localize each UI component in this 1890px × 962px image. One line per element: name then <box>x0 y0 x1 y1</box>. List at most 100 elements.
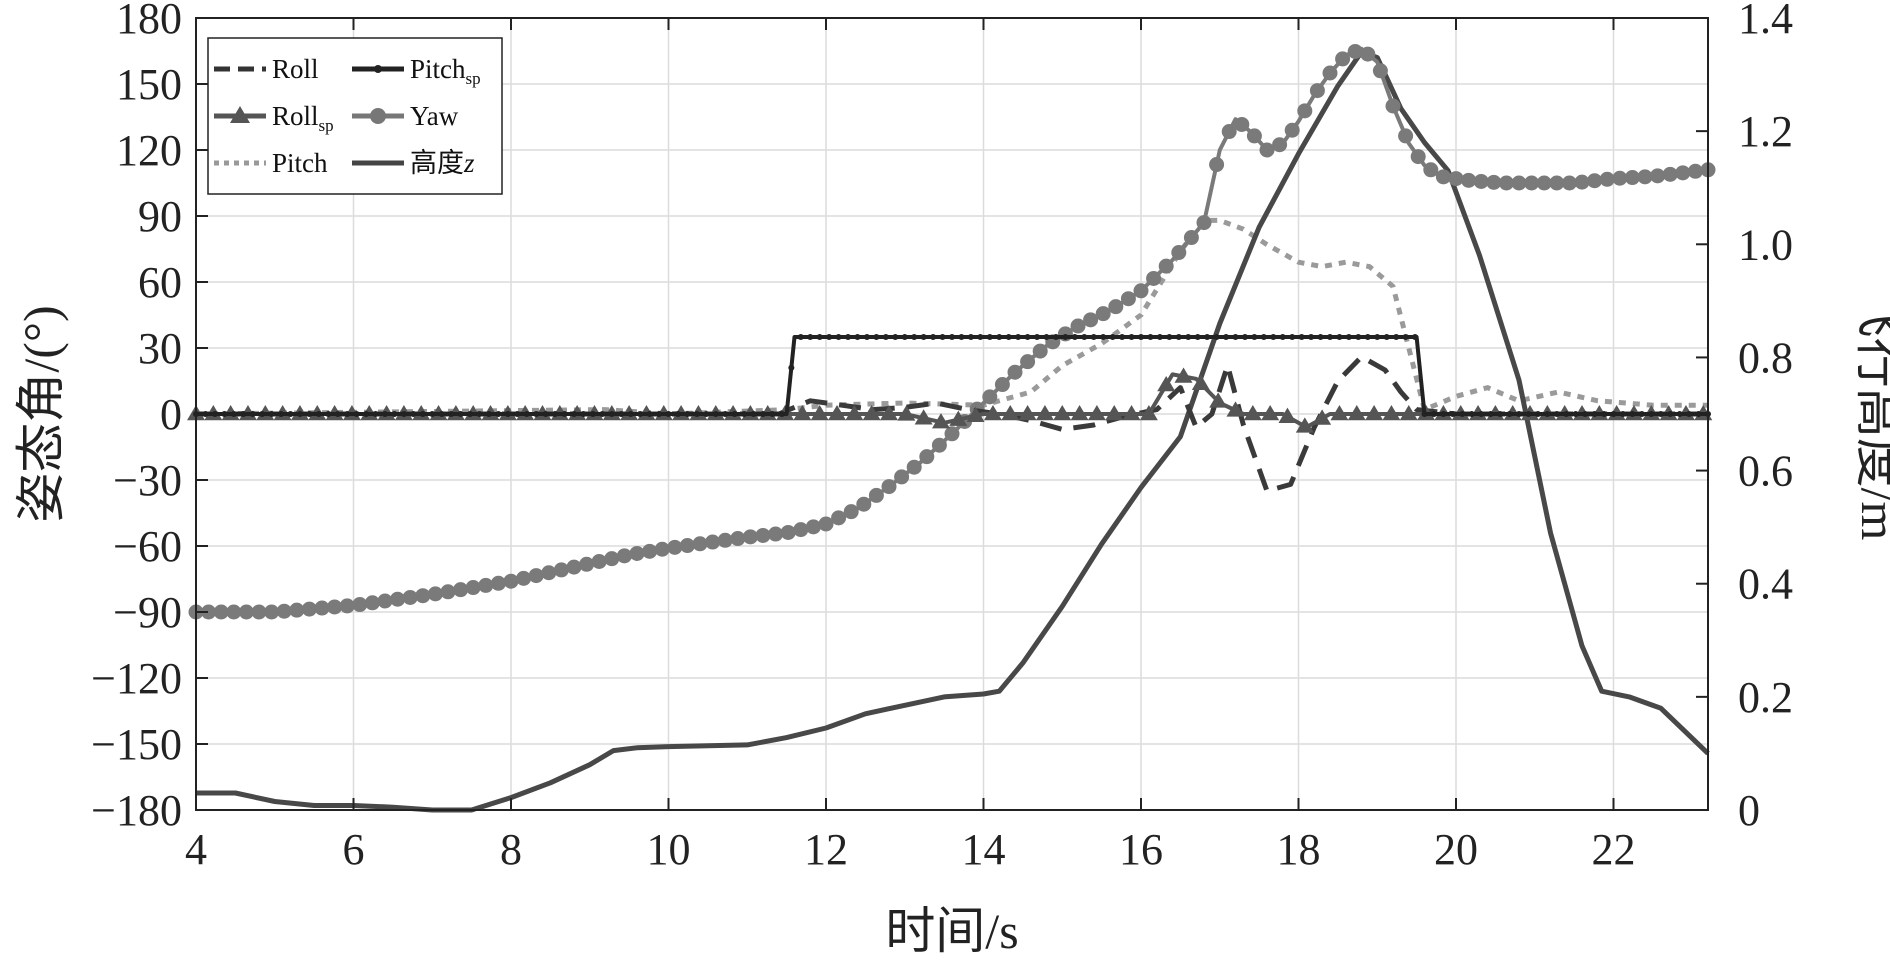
data-point-yaw <box>314 600 330 616</box>
data-point-roll-sp <box>931 413 950 429</box>
data-point-pitch-sp <box>221 411 228 417</box>
y-left-tick-label: −180 <box>91 786 182 835</box>
data-point-pitch-sp <box>1695 411 1702 417</box>
data-point-pitch-sp <box>863 334 870 340</box>
legend-label: Yaw <box>410 101 459 131</box>
data-point-roll-sp <box>1347 405 1366 421</box>
series-markers-Yaw <box>188 43 1716 620</box>
data-point-pitch-sp <box>410 411 417 417</box>
data-point-yaw <box>1209 157 1225 173</box>
series-group <box>187 43 1716 813</box>
data-point-pitch-sp <box>703 411 710 417</box>
data-point-yaw <box>679 538 695 554</box>
data-point-pitch-sp <box>1497 411 1504 417</box>
data-point-pitch-sp <box>1525 411 1532 417</box>
data-point-yaw <box>1461 172 1477 188</box>
data-point-pitch-sp <box>1043 334 1050 340</box>
data-point-pitch-sp <box>1109 334 1116 340</box>
data-point-roll-sp <box>1157 375 1176 392</box>
data-point-yaw <box>528 568 544 584</box>
data-point-yaw <box>264 604 280 620</box>
data-point-pitch-sp <box>656 411 663 417</box>
data-point-pitch-sp <box>911 334 918 340</box>
data-point-yaw <box>490 575 506 591</box>
data-point-pitch-sp <box>618 411 625 417</box>
data-point-pitch-sp <box>363 411 370 417</box>
data-point-pitch-sp <box>1166 334 1173 340</box>
data-point-yaw <box>1032 343 1048 359</box>
data-point-roll-sp <box>897 405 916 421</box>
data-point-pitch-sp <box>608 411 615 417</box>
data-point-yaw <box>856 496 872 512</box>
data-point-yaw <box>1587 173 1603 189</box>
data-point-pitch-sp <box>1506 411 1513 417</box>
data-point-pitch-sp <box>665 411 672 417</box>
data-point-pitch-sp <box>1553 411 1560 417</box>
data-point-pitch-sp <box>845 334 852 340</box>
data-point-yaw <box>427 586 443 602</box>
data-point-pitch-sp <box>1071 334 1078 340</box>
data-point-pitch-sp <box>467 411 474 417</box>
data-point-pitch-sp <box>1534 411 1541 417</box>
data-point-pitch-sp <box>1336 334 1343 340</box>
data-point-yaw <box>742 529 758 545</box>
data-point-yaw <box>440 584 456 600</box>
y-left-tick-label: 150 <box>116 60 182 109</box>
data-point-yaw <box>541 565 557 581</box>
data-point-pitch-sp <box>1421 411 1428 417</box>
data-point-yaw <box>327 599 343 615</box>
data-point-pitch-sp <box>1052 334 1059 340</box>
data-point-pitch-sp <box>1241 334 1248 340</box>
data-point-roll-sp <box>1295 417 1314 433</box>
data-point-yaw <box>352 597 368 613</box>
data-point-pitch-sp <box>1440 411 1447 417</box>
data-point-pitch-sp <box>731 411 738 417</box>
data-point-pitch-sp <box>1270 334 1277 340</box>
data-point-pitch-sp <box>552 411 559 417</box>
data-point-yaw <box>793 522 809 538</box>
data-point-roll-sp <box>793 405 812 421</box>
data-point-yaw <box>894 469 910 485</box>
data-point-yaw <box>1524 175 1540 191</box>
data-point-roll-sp <box>1191 374 1210 390</box>
data-point-roll-sp <box>880 405 898 421</box>
data-point-pitch-sp <box>1289 334 1296 340</box>
data-point-pitch-sp <box>1459 411 1466 417</box>
data-point-pitch-sp <box>1232 334 1239 340</box>
y-left-tick-label: −60 <box>113 522 182 571</box>
data-point-roll-sp <box>914 409 933 425</box>
legend-label: Pitch <box>272 148 328 178</box>
data-point-yaw <box>1612 170 1628 186</box>
data-point-pitch-sp <box>750 411 757 417</box>
y-axis-right-label: 飞行高度/m <box>1851 288 1890 541</box>
data-point-pitch-sp <box>1402 334 1409 340</box>
data-point-pitch-sp <box>599 411 606 417</box>
x-tick-label: 14 <box>962 825 1006 874</box>
data-point-pitch-sp <box>419 411 426 417</box>
data-point-yaw <box>730 531 746 547</box>
data-point-pitch-sp <box>1024 334 1031 340</box>
data-point-yaw <box>415 588 431 604</box>
data-point-yaw <box>642 543 658 559</box>
data-point-yaw <box>201 604 217 620</box>
y-right-tick-label: 0.4 <box>1738 560 1793 609</box>
data-point-roll-sp <box>810 405 829 421</box>
data-point-pitch-sp <box>485 411 492 417</box>
data-point-yaw <box>1120 291 1136 307</box>
data-point-pitch-sp <box>1572 411 1579 417</box>
data-point-yaw <box>1146 270 1162 286</box>
data-point-pitch-sp <box>1676 411 1683 417</box>
data-point-pitch-sp <box>1185 334 1192 340</box>
data-point-pitch-sp <box>372 411 379 417</box>
data-point-pitch-sp <box>589 411 596 417</box>
data-point-yaw <box>780 524 796 540</box>
data-point-pitch-sp <box>382 411 388 417</box>
data-point-pitch-sp <box>741 411 748 417</box>
x-tick-label: 20 <box>1434 825 1478 874</box>
data-point-roll-sp <box>1278 407 1297 423</box>
data-point-roll-sp <box>1018 405 1037 421</box>
data-point-pitch-sp <box>1629 411 1636 417</box>
data-point-yaw <box>1687 163 1703 179</box>
data-point-yaw <box>868 487 884 503</box>
